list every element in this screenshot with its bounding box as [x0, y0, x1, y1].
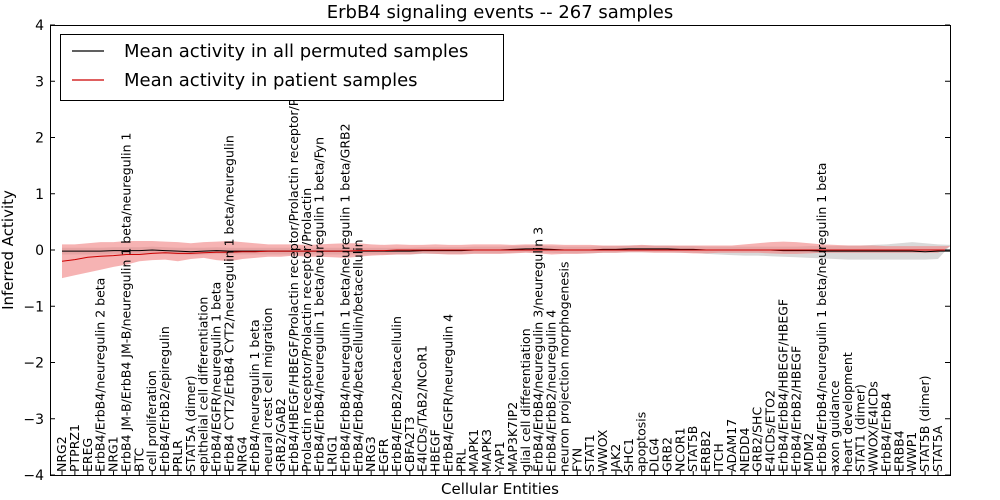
x-tick-label: WWOX: [595, 429, 610, 472]
x-tick-label: STAT5A: [930, 425, 945, 472]
x-tick-label: SHC1: [621, 438, 636, 472]
legend-label-patient: Mean activity in patient samples: [124, 70, 418, 91]
x-tick-label: WWOX/E4ICDs: [866, 381, 881, 472]
x-tick-label: HBEGF: [428, 429, 443, 472]
x-tick-label: ERBB4: [891, 430, 906, 472]
x-tick-label: ADAM17: [724, 419, 739, 472]
legend-label-permuted: Mean activity in all permuted samples: [124, 41, 468, 62]
x-tick-label: ErbB4/ErbB2/neuregulin 4: [544, 310, 559, 472]
x-tick-label: MAPK3: [479, 429, 494, 472]
x-tick-label: NRG3: [363, 436, 378, 472]
x-tick-label: ErbB4/ErbB2/betacellulin: [389, 316, 404, 472]
x-tick-label: ErbB4/ErbB4: [878, 393, 893, 472]
x-tick-label: ErbB4/EGFR/neuregulin 4: [440, 314, 455, 472]
x-tick-label: EREG: [80, 438, 95, 472]
x-tick-label: JAK2: [608, 444, 623, 473]
x-tick-label: STAT5B: [685, 426, 700, 472]
x-tick-label: STAT5B (dimer): [917, 376, 932, 472]
series-lines: [61, 248, 951, 262]
x-tick-label: ErbB4/ErbB4/betacellulin/betacellulin: [350, 239, 365, 472]
x-tick-label: LRIG1: [325, 435, 340, 472]
x-tick-label: ErbB4/HBEGF/HBEGF/Prolactin receptor/Pro…: [286, 52, 301, 472]
x-tick-label: STAT5A (dimer): [183, 376, 198, 472]
x-tick-label: NRG1: [106, 436, 121, 472]
x-tick-label: ErbB4/ErbB4/neuregulin 1 beta/neuregulin…: [312, 137, 327, 472]
x-tick-label: PRL: [453, 449, 468, 472]
x-tick-label: ERBB2: [698, 430, 713, 472]
y-tick-label: 4: [35, 18, 44, 34]
legend: Mean activity in all permuted samples Me…: [60, 34, 504, 101]
y-tick-label: 3: [35, 74, 44, 90]
y-tick-label: −4: [23, 468, 44, 484]
x-tick-label: NRG2: [54, 436, 69, 472]
x-tick-label: ErbB4/ErbB2/HBEGF: [788, 346, 803, 472]
x-tick-label: epithelial cell differentiation: [196, 297, 211, 472]
x-tick-label: Prolactin receptor/Prolactin receptor/Pr…: [299, 188, 314, 472]
x-tick-label: ITCH: [711, 443, 726, 472]
x-tick-label: NCOR1: [672, 427, 687, 472]
y-tick-label: 2: [35, 131, 44, 147]
x-tick-label: NRG4: [234, 436, 249, 472]
x-tick-label: EGFR: [376, 438, 391, 472]
x-axis-label: Cellular Entities: [441, 480, 559, 498]
x-tick-label: FYN: [569, 448, 584, 472]
x-tick-label: ErbB4/ErbB2/epiregulin: [157, 326, 172, 472]
y-tick-label: −3: [23, 412, 44, 428]
x-tick-label: E4ICDs/TAB2/NCoR1: [415, 345, 430, 472]
x-tick-label: glial cell differentiation: [518, 328, 533, 472]
x-tick-label: ErbB4 CYT2/ErbB4 CYT2/neuregulin 1 beta/…: [221, 135, 236, 472]
x-tick-label: ErbB4/ErbB4/HBEGF/HBEGF: [775, 299, 790, 472]
legend-box: [60, 34, 504, 101]
x-tick-label: E4ICDs/ETO2: [763, 390, 778, 472]
x-tick-label: GRB2/GAB2: [273, 398, 288, 472]
y-tick-label: −1: [23, 299, 44, 315]
series-line-patient: [61, 249, 951, 262]
x-tick-label: CBFA2T3: [402, 417, 417, 472]
x-tick-label: MDM2: [801, 433, 816, 472]
x-tick-label: neural crest cell migration: [260, 308, 275, 472]
x-tick-label: ErbB4/ErbB4/neuregulin 2 beta: [93, 278, 108, 472]
x-tick-label: neuron projection morphogenesis: [556, 261, 571, 472]
x-tick-label: ErbB4/neuregulin 1 beta: [247, 319, 262, 472]
x-tick-label: GRB2/SHC: [750, 407, 765, 472]
x-tick-label: ErbB4/ErbB4/neuregulin 1 beta/neuregulin…: [337, 123, 352, 472]
x-tick-label: NEDD4: [737, 428, 752, 472]
x-tick-label: MAPK1: [466, 429, 481, 472]
x-tick-label: GRB2: [659, 437, 674, 472]
x-tick-label: ErbB4/EGFR/neuregulin 1 beta: [209, 282, 224, 472]
x-tick-label: heart development: [840, 352, 855, 472]
x-tick-label: ErbB4/ErbB4/neuregulin 3/neuregulin 3: [531, 227, 546, 472]
y-tick-label: 0: [35, 243, 44, 259]
x-tick-label: DLG4: [647, 438, 662, 472]
x-tick-label: ErbB4 JM-B/ErbB4 JM-B/neuregulin 1 beta/…: [118, 133, 133, 472]
x-tick-label: STAT1 (dimer): [853, 384, 868, 472]
x-tick-label: STAT1: [582, 434, 597, 472]
x-tick-label: axon guidance: [827, 380, 842, 472]
x-tick-label: MAP3K7IP2: [505, 402, 520, 472]
x-tick-label: PTPRZ1: [67, 424, 82, 472]
y-tick-label: 1: [35, 187, 44, 203]
x-tick-label: ErbB4/ErbB4/neuregulin 1 beta/neuregulin…: [814, 163, 829, 472]
y-tick-label: −2: [23, 356, 44, 372]
y-axis: 4 3 2 1 0 −1 −2 −3 −4: [23, 18, 950, 484]
x-tick-label: PRLR: [170, 440, 185, 472]
x-tick-label: WWP1: [904, 432, 919, 472]
x-tick-label: BTC: [131, 448, 146, 472]
chart-title: ErbB4 signaling events -- 267 samples: [327, 2, 674, 23]
y-axis-label: Inferred Activity: [0, 190, 17, 310]
x-tick-label: cell proliferation: [144, 370, 159, 472]
x-tick-label: apoptosis: [634, 412, 649, 472]
x-tick-label: YAP1: [492, 441, 507, 473]
